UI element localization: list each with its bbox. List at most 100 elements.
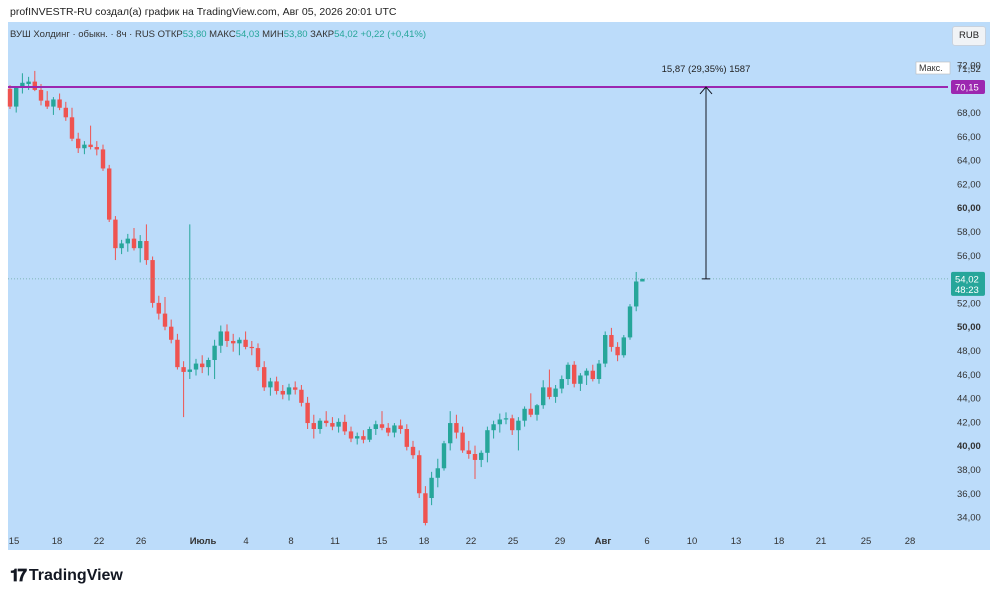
candle[interactable] xyxy=(299,384,304,407)
candle[interactable] xyxy=(76,132,81,153)
candle[interactable] xyxy=(280,384,285,400)
candle[interactable] xyxy=(175,333,180,370)
candle[interactable] xyxy=(45,91,50,109)
candle[interactable] xyxy=(336,418,341,433)
candle[interactable] xyxy=(435,458,440,488)
candle[interactable] xyxy=(262,361,267,391)
candle[interactable] xyxy=(14,86,19,113)
candle[interactable] xyxy=(342,414,347,435)
candle[interactable] xyxy=(547,369,552,400)
candle[interactable] xyxy=(572,361,577,388)
candle[interactable] xyxy=(88,125,93,150)
candle[interactable] xyxy=(348,426,354,443)
candle[interactable] xyxy=(156,295,161,320)
candle[interactable] xyxy=(69,107,75,142)
candle[interactable] xyxy=(255,343,261,371)
candle[interactable] xyxy=(193,358,199,376)
candle[interactable] xyxy=(125,233,130,252)
candle[interactable] xyxy=(379,411,385,431)
candle[interactable] xyxy=(503,412,509,425)
candle[interactable] xyxy=(621,335,626,358)
symbol-legend[interactable]: ВУШ Холдинг · обыкн. · 8ч · RUS ОТКР53,8… xyxy=(10,29,426,40)
candle[interactable] xyxy=(367,426,372,443)
candle[interactable] xyxy=(249,340,254,356)
candle[interactable] xyxy=(200,355,205,374)
candle[interactable] xyxy=(640,278,645,282)
candle[interactable] xyxy=(485,426,490,463)
candle[interactable] xyxy=(516,417,521,451)
candle[interactable] xyxy=(113,216,118,261)
candle[interactable] xyxy=(206,357,211,376)
candle[interactable] xyxy=(162,296,168,331)
candle[interactable] xyxy=(119,239,124,255)
candle[interactable] xyxy=(94,141,99,156)
candle[interactable] xyxy=(584,368,589,385)
candle[interactable] xyxy=(63,101,68,121)
candle[interactable] xyxy=(609,327,614,352)
candle[interactable] xyxy=(590,364,595,382)
candle[interactable] xyxy=(373,420,378,435)
currency-button[interactable]: RUB xyxy=(952,26,986,46)
candle[interactable] xyxy=(392,423,397,438)
candle[interactable] xyxy=(311,414,316,439)
candle[interactable] xyxy=(510,414,515,435)
candle[interactable] xyxy=(317,418,323,434)
candle[interactable] xyxy=(361,430,366,444)
candle[interactable] xyxy=(441,440,447,471)
candle[interactable] xyxy=(417,450,422,499)
candle[interactable] xyxy=(100,144,106,171)
candle[interactable] xyxy=(429,471,434,506)
candle[interactable] xyxy=(386,423,391,437)
candle[interactable] xyxy=(51,97,56,115)
candle[interactable] xyxy=(541,380,546,409)
candle[interactable] xyxy=(497,413,502,433)
candle[interactable] xyxy=(454,414,459,439)
candle[interactable] xyxy=(479,450,484,468)
candle[interactable] xyxy=(7,85,13,109)
candle[interactable] xyxy=(131,227,137,251)
candle[interactable] xyxy=(324,411,329,427)
candle[interactable] xyxy=(565,362,571,385)
candle[interactable] xyxy=(615,342,620,362)
candle[interactable] xyxy=(243,331,248,350)
candle[interactable] xyxy=(330,417,335,431)
candle[interactable] xyxy=(212,339,217,380)
candle[interactable] xyxy=(603,331,608,368)
candle[interactable] xyxy=(528,393,533,418)
candle[interactable] xyxy=(32,70,37,92)
candle[interactable] xyxy=(578,373,583,391)
candle[interactable] xyxy=(423,486,428,526)
candle[interactable] xyxy=(231,333,236,352)
candle[interactable] xyxy=(224,324,230,347)
candle[interactable] xyxy=(82,141,87,155)
candle[interactable] xyxy=(596,360,602,384)
candle[interactable] xyxy=(355,432,360,445)
candle[interactable] xyxy=(138,235,143,263)
candle[interactable] xyxy=(107,164,112,222)
candle[interactable] xyxy=(169,319,174,344)
candle[interactable] xyxy=(410,440,416,459)
candle[interactable] xyxy=(466,440,471,459)
candle[interactable] xyxy=(20,73,25,94)
candle[interactable] xyxy=(553,384,558,403)
candle[interactable] xyxy=(187,224,192,380)
candle[interactable] xyxy=(305,396,310,430)
tradingview-logo[interactable]: 𝟏𝟕 TradingView xyxy=(10,566,123,586)
candle[interactable] xyxy=(26,76,31,90)
candle[interactable] xyxy=(634,271,639,312)
candle[interactable] xyxy=(218,325,223,353)
candle[interactable] xyxy=(274,376,279,395)
candle[interactable] xyxy=(448,411,453,451)
candle[interactable] xyxy=(57,93,62,111)
candle[interactable] xyxy=(534,404,540,421)
candle[interactable] xyxy=(293,381,298,395)
candle[interactable] xyxy=(404,424,409,451)
candle[interactable] xyxy=(398,419,403,434)
candle[interactable] xyxy=(150,256,155,308)
candle[interactable] xyxy=(472,445,478,479)
candle[interactable] xyxy=(286,383,292,401)
candle[interactable] xyxy=(181,361,186,418)
candle[interactable] xyxy=(460,426,465,453)
candle[interactable] xyxy=(627,304,633,340)
